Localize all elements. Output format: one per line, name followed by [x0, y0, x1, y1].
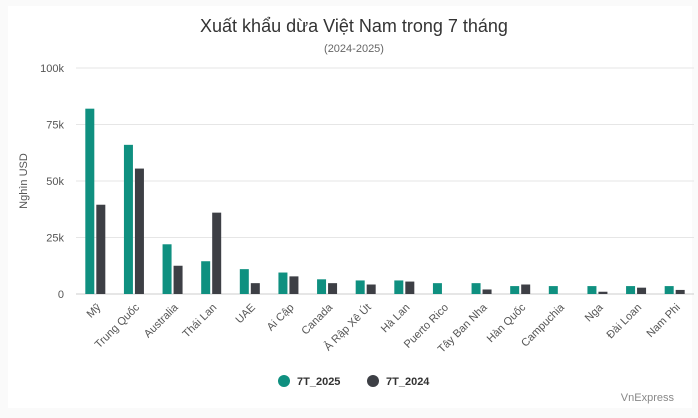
- bar-7t-2025[interactable]: [394, 280, 404, 294]
- x-tick-label: Đài Loan: [605, 302, 645, 342]
- y-tick-label: 50k: [46, 176, 64, 188]
- y-tick-label: 25k: [46, 233, 64, 245]
- legend[interactable]: 7T_2025 7T_2024: [278, 375, 430, 388]
- bar-7t-2024[interactable]: [675, 289, 685, 294]
- x-tick-label: Canada: [299, 301, 335, 337]
- x-tick-label: Ai Cập: [265, 302, 297, 334]
- bar-7t-2024[interactable]: [328, 283, 338, 294]
- x-tick-label: Nam Phi: [644, 302, 682, 340]
- x-tick-label: Mỹ: [85, 301, 104, 320]
- bar-7t-2025[interactable]: [548, 286, 558, 294]
- bar-7t-2025[interactable]: [626, 286, 636, 294]
- legend-marker[interactable]: [367, 375, 379, 387]
- bar-7t-2025[interactable]: [239, 269, 249, 294]
- bar-7t-2024[interactable]: [250, 283, 260, 294]
- bar-7t-2024[interactable]: [289, 276, 299, 294]
- x-tick-label: Thái Lan: [181, 302, 220, 341]
- bar-7t-2025[interactable]: [317, 279, 327, 294]
- y-axis-label: Nghìn USD: [18, 153, 30, 209]
- y-tick-label: 75k: [46, 120, 64, 132]
- legend-label[interactable]: 7T_2025: [297, 376, 340, 388]
- bar-7t-2025[interactable]: [85, 108, 95, 295]
- legend-label[interactable]: 7T_2024: [386, 376, 430, 388]
- bar-7t-2025[interactable]: [278, 272, 288, 294]
- x-tick-label: Nga: [583, 301, 606, 324]
- bar-7t-2024[interactable]: [637, 287, 647, 294]
- bars: [85, 108, 685, 295]
- bar-7t-2024[interactable]: [598, 291, 608, 294]
- y-tick-label: 0: [58, 289, 64, 301]
- bar-7t-2025[interactable]: [664, 286, 674, 294]
- bar-7t-2024[interactable]: [405, 281, 415, 294]
- bar-7t-2024[interactable]: [134, 168, 144, 294]
- x-tick-label: Hà Lan: [379, 302, 413, 336]
- bar-7t-2025[interactable]: [510, 286, 520, 294]
- bar-7t-2025[interactable]: [201, 261, 211, 294]
- x-tick-label: Australia: [142, 301, 181, 340]
- chart-subtitle: (2024-2025): [324, 43, 384, 55]
- bar-7t-2025[interactable]: [432, 283, 442, 294]
- bar-7t-2024[interactable]: [366, 284, 376, 294]
- bar-7t-2024[interactable]: [521, 284, 531, 294]
- bar-7t-2025[interactable]: [355, 280, 365, 294]
- legend-marker[interactable]: [278, 375, 290, 387]
- bar-7t-2024[interactable]: [212, 212, 222, 294]
- watermark: VnExpress: [621, 392, 675, 404]
- chart-title: Xuất khẩu dừa Việt Nam trong 7 tháng: [200, 16, 508, 36]
- bar-7t-2025[interactable]: [162, 244, 172, 294]
- bar-7t-2024[interactable]: [482, 289, 492, 294]
- y-tick-labels: 0 25k 50k 75k 100k: [40, 63, 64, 301]
- bar-7t-2025[interactable]: [123, 144, 133, 294]
- chart-card: [8, 6, 692, 408]
- bar-7t-2025[interactable]: [471, 283, 481, 294]
- bar-7t-2024[interactable]: [96, 204, 106, 294]
- x-tick-label: UAE: [233, 302, 257, 326]
- bar-7t-2025[interactable]: [587, 286, 597, 294]
- bar-7t-2024[interactable]: [173, 265, 183, 294]
- y-tick-label: 100k: [40, 63, 64, 75]
